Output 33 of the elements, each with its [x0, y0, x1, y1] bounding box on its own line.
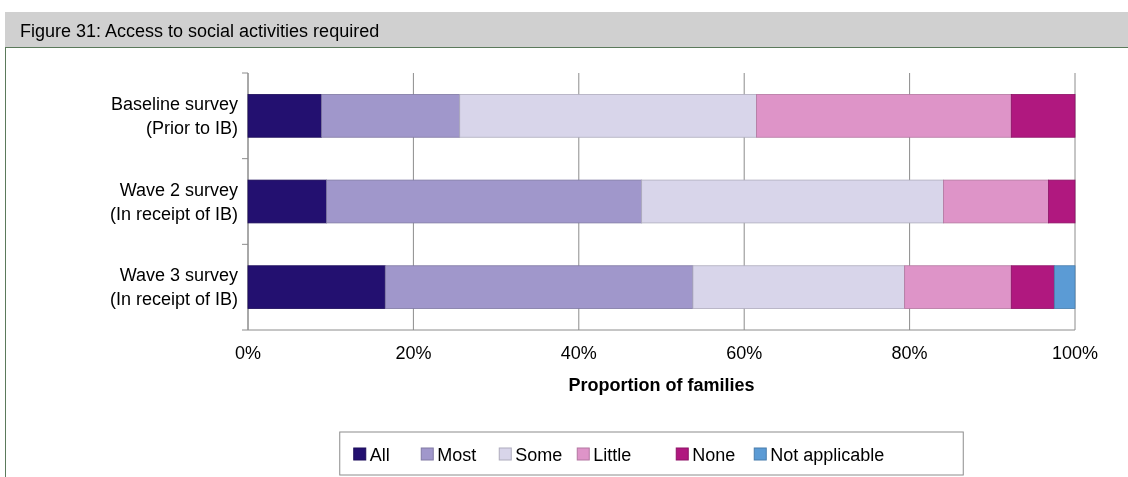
chart-title: Figure 31: Access to social activities required [20, 21, 380, 41]
bar [384, 265, 694, 309]
legend-label: All [369, 445, 390, 465]
bar [1048, 179, 1076, 224]
y-tick-label: Baseline survey (Prior to IB) [110, 93, 238, 138]
bar [692, 265, 906, 309]
y-tick-label: Wave 2 survey (In receipt of IB) [109, 179, 238, 224]
x-tick-label: 60% [726, 343, 763, 363]
bar [1053, 265, 1076, 309]
legend-label: Most [437, 445, 477, 465]
legend-label: None [692, 445, 736, 465]
x-tick-label: 100% [1051, 343, 1099, 363]
bar [943, 179, 1049, 224]
x-axis-title: Proportion of families [568, 375, 755, 395]
bar [1010, 94, 1076, 138]
bar [247, 94, 322, 138]
bar [321, 94, 461, 138]
bar [247, 179, 327, 224]
legend-label: Little [593, 445, 632, 465]
x-tick-label: 20% [395, 343, 432, 363]
x-tick-label: 0% [234, 343, 262, 363]
bar [904, 265, 1012, 309]
y-tick-label: Wave 3 survey (In receipt of IB) [109, 265, 238, 310]
bar [459, 94, 758, 138]
x-tick-label: 80% [891, 343, 928, 363]
bar [247, 265, 386, 309]
bar [1010, 265, 1055, 309]
x-tick-label: 40% [560, 343, 597, 363]
bar [756, 94, 1012, 138]
bar [641, 179, 944, 224]
bar [326, 179, 643, 224]
legend-label: Some [515, 445, 563, 465]
legend-label: Not applicable [770, 445, 885, 465]
